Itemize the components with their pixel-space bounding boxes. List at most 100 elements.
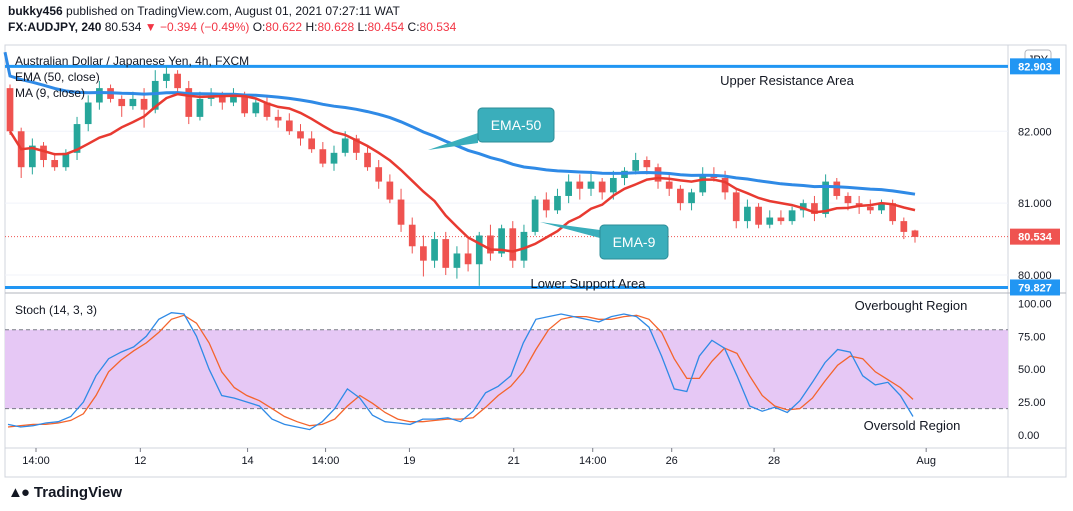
candle-body — [218, 95, 226, 103]
candle-body — [732, 192, 740, 222]
candle-body — [62, 152, 70, 168]
candle-body — [900, 221, 908, 232]
ema9-callout-pointer — [540, 222, 600, 238]
candle-body — [576, 181, 584, 189]
candle-body — [688, 192, 695, 204]
candle-body — [96, 88, 103, 103]
candle-body — [308, 138, 316, 150]
candle — [475, 231, 483, 286]
candle-body — [487, 235, 494, 254]
candle-body — [699, 174, 707, 193]
candle-body — [297, 131, 304, 139]
time-tick-label: 14:00 — [312, 455, 340, 467]
high-label: H: — [305, 20, 318, 34]
candle — [185, 80, 193, 125]
candle-body — [643, 160, 651, 168]
tradingview-logo[interactable]: ▲● TradingView — [8, 484, 122, 501]
candle-body — [531, 199, 539, 232]
stoch-k-line[interactable] — [7, 312, 914, 431]
upper-resistance-label: Upper Resistance Area — [720, 73, 854, 88]
candle-body — [84, 102, 92, 125]
candle-body — [878, 203, 885, 211]
candle — [621, 167, 628, 186]
candle — [252, 98, 260, 117]
candle-body — [744, 206, 751, 222]
close-value: 80.534 — [419, 20, 457, 34]
candle-body — [475, 235, 483, 265]
candle — [576, 174, 584, 200]
candle — [542, 192, 550, 218]
price-axis-label-box — [1010, 58, 1060, 75]
candle — [598, 177, 606, 200]
candle — [732, 188, 740, 229]
candle-body — [766, 217, 774, 225]
ma-legend[interactable]: MA (9, close) — [15, 86, 85, 100]
high-value: 80.628 — [317, 20, 355, 34]
stoch-d-line[interactable] — [7, 314, 914, 428]
overbought-label: Overbought Region — [855, 298, 968, 313]
stoch-legend[interactable]: Stoch (14, 3, 3) — [15, 303, 97, 317]
candle — [777, 210, 785, 225]
candle-body — [397, 199, 405, 225]
candle-body — [811, 203, 818, 214]
candle — [308, 131, 316, 153]
ema9-callout[interactable]: EMA-9 — [540, 222, 669, 260]
candle — [84, 95, 92, 132]
candle-body — [285, 120, 293, 132]
candle — [498, 224, 505, 258]
price-axis-label-box — [1010, 279, 1060, 296]
stoch-tick-label: 75.00 — [1018, 331, 1046, 343]
candle-body — [665, 181, 673, 189]
stoch-tick-label: 25.00 — [1018, 397, 1046, 409]
candle — [96, 80, 103, 110]
candle-body — [6, 88, 14, 132]
candle — [420, 235, 427, 277]
author-name[interactable]: bukky456 — [8, 4, 63, 18]
candle — [364, 145, 371, 171]
candle — [788, 206, 796, 225]
ma-9-line[interactable] — [8, 92, 916, 253]
ema50-callout[interactable]: EMA-50 — [428, 107, 555, 150]
candle-body — [408, 224, 416, 247]
candle — [17, 127, 25, 178]
price-axis-label-box — [1010, 228, 1060, 245]
candles — [6, 66, 919, 286]
time-axis-ticks: 14:00 12 14 14:00 19 21 14:00 26 28 Aug — [22, 448, 936, 467]
chart-frame — [4, 44, 1067, 478]
candle — [900, 217, 908, 240]
candle-body — [420, 246, 427, 261]
ema-legend[interactable]: EMA (50, close) — [15, 70, 100, 84]
candle-body — [911, 230, 919, 237]
candle-body — [498, 228, 505, 254]
candle — [766, 210, 774, 229]
candle-body — [274, 116, 282, 121]
time-tick-label: 12 — [134, 455, 146, 467]
candle-body — [889, 203, 897, 222]
oversold-label: Oversold Region — [864, 418, 961, 433]
candle — [28, 138, 36, 175]
candle — [285, 113, 293, 135]
candle — [744, 199, 751, 229]
candle-body — [196, 98, 204, 117]
candle — [554, 188, 561, 214]
candle — [330, 145, 338, 171]
candle-body — [609, 177, 617, 193]
candle-body — [866, 206, 874, 211]
instrument-title: Australian Dollar / Japanese Yen, 4h, FX… — [15, 54, 249, 68]
candle — [531, 195, 539, 236]
candle — [73, 116, 81, 161]
stoch-axis-ticks: 100.00 75.00 50.00 25.00 0.00 — [1018, 299, 1052, 442]
candle-body — [755, 206, 762, 225]
candle-body — [844, 195, 852, 204]
stoch-tick-label: 0.00 — [1018, 430, 1039, 442]
candle-body — [822, 181, 829, 214]
ema50-callout-box — [477, 107, 555, 143]
close-label: C: — [407, 20, 420, 34]
chart-header: bukky456 published on TradingView.com, A… — [8, 3, 456, 35]
candle-body — [431, 239, 438, 261]
candle-body — [442, 239, 450, 268]
candle-body — [777, 217, 785, 222]
candle-body — [129, 98, 137, 107]
